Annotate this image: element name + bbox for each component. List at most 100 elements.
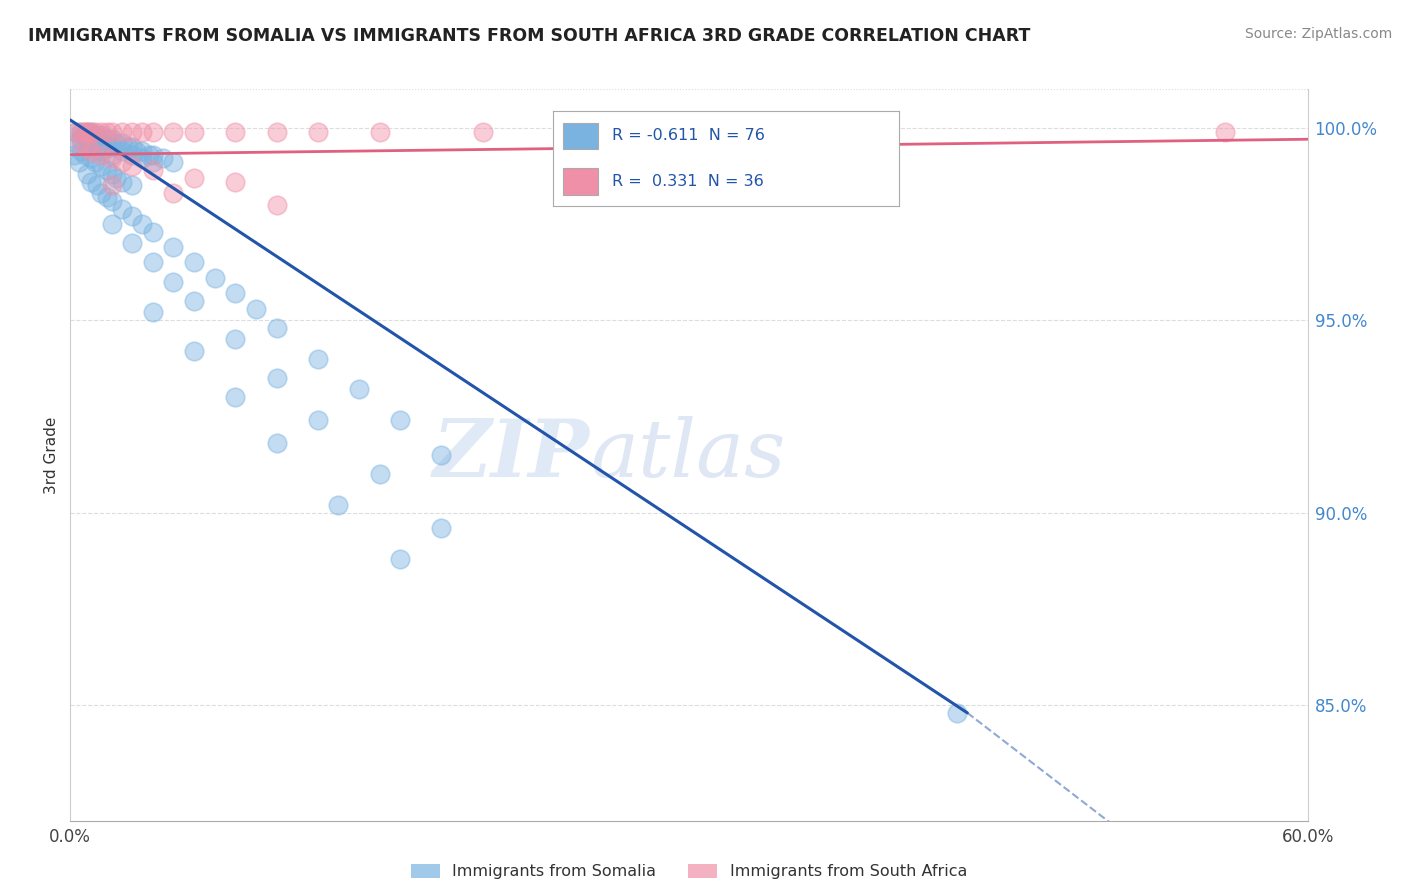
Point (162, 240, 184, 254)
Point (111, 175, 134, 189)
Point (204, 270, 226, 285)
Point (96, 124, 118, 138)
Point (142, 305, 165, 319)
Point (96, 132, 118, 146)
Point (90, 186, 112, 201)
Point (77, 128, 100, 143)
Point (100, 147, 122, 161)
Point (80, 140, 103, 154)
Point (76, 140, 98, 154)
Point (121, 140, 143, 154)
Point (430, 448, 453, 462)
Point (104, 170, 127, 185)
Point (80, 132, 103, 146)
Point (131, 217, 153, 231)
Point (121, 159, 143, 173)
Point (131, 144, 153, 158)
Point (368, 124, 391, 138)
Point (65, 136, 87, 150)
Point (224, 175, 246, 189)
Point (111, 202, 134, 216)
Point (65, 124, 87, 138)
Point (152, 152, 174, 166)
Point (111, 124, 134, 138)
Point (328, 498, 350, 512)
Point (100, 167, 122, 181)
Point (84, 128, 107, 143)
Point (69, 132, 91, 146)
Point (90, 136, 112, 150)
Point (142, 124, 165, 138)
Text: atlas: atlas (591, 417, 786, 493)
Point (125, 144, 148, 158)
Point (100, 152, 122, 166)
Point (121, 236, 143, 251)
Point (224, 390, 246, 404)
Point (90, 128, 112, 143)
Point (142, 255, 165, 269)
Point (307, 413, 329, 427)
Point (121, 124, 143, 138)
Point (111, 155, 134, 169)
Point (80, 152, 103, 166)
Point (100, 124, 122, 138)
Point (100, 194, 122, 208)
Point (307, 124, 329, 138)
Point (80, 124, 103, 138)
Point (67, 155, 90, 169)
Point (162, 155, 184, 169)
Point (224, 286, 246, 301)
Point (678, 124, 700, 138)
Point (1213, 124, 1236, 138)
Point (80, 144, 103, 158)
Point (69, 136, 91, 150)
Point (142, 163, 165, 178)
Point (183, 255, 205, 269)
Point (100, 132, 122, 146)
Point (162, 275, 184, 289)
Point (131, 152, 153, 166)
Point (131, 124, 153, 138)
Point (111, 136, 134, 150)
Point (121, 209, 143, 223)
Point (389, 413, 412, 427)
Y-axis label: 3rd Grade: 3rd Grade (44, 417, 59, 493)
Point (84, 124, 107, 138)
Point (63, 147, 86, 161)
Point (76, 167, 98, 181)
Point (142, 155, 165, 169)
Point (65, 124, 87, 138)
Point (121, 178, 143, 193)
Point (347, 383, 370, 397)
Text: Source: ZipAtlas.com: Source: ZipAtlas.com (1244, 27, 1392, 41)
Point (575, 124, 598, 138)
Legend: Immigrants from Somalia, Immigrants from South Africa: Immigrants from Somalia, Immigrants from… (405, 857, 973, 886)
Text: ZIP: ZIP (433, 417, 591, 493)
Point (142, 147, 165, 161)
Point (100, 217, 122, 231)
Point (90, 144, 112, 158)
Point (90, 124, 112, 138)
Point (224, 333, 246, 347)
Point (224, 124, 246, 138)
Point (946, 706, 969, 720)
Point (76, 132, 98, 146)
Text: IMMIGRANTS FROM SOMALIA VS IMMIGRANTS FROM SOUTH AFRICA 3RD GRADE CORRELATION CH: IMMIGRANTS FROM SOMALIA VS IMMIGRANTS FR… (28, 27, 1031, 45)
Point (245, 301, 267, 316)
Point (69, 124, 91, 138)
Point (90, 147, 112, 161)
Point (69, 144, 91, 158)
Point (183, 293, 205, 308)
Point (96, 190, 118, 204)
Point (73, 124, 96, 138)
Point (307, 351, 329, 366)
Point (266, 124, 288, 138)
Point (73, 128, 96, 143)
Point (368, 467, 391, 482)
Point (183, 124, 205, 138)
Point (72, 128, 94, 143)
Point (69, 124, 91, 138)
Point (84, 136, 107, 150)
Point (73, 147, 96, 161)
Point (162, 186, 184, 201)
